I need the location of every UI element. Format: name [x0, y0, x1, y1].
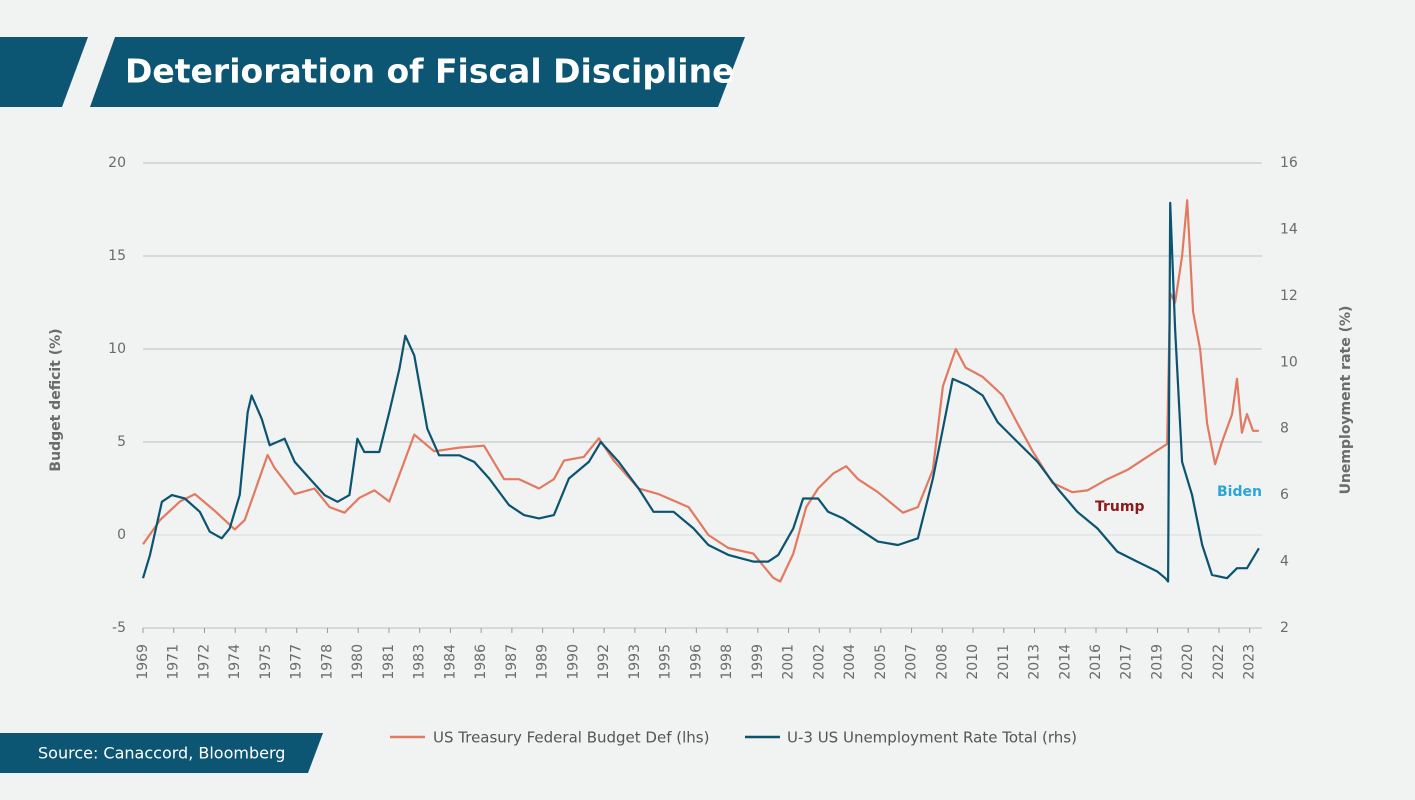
x-tick-label: 2019 [1149, 644, 1165, 680]
x-tick-label: 1998 [719, 644, 735, 680]
legend-label: US Treasury Federal Budget Def (lhs) [433, 729, 709, 747]
y2-tick-label: 10 [1280, 354, 1298, 370]
x-tick-label: 1987 [504, 644, 520, 680]
x-tick-label: 1972 [196, 644, 212, 680]
x-tick-label: 1975 [258, 644, 274, 680]
x-tick-label: 2011 [996, 644, 1012, 680]
x-tick-label: 2013 [1027, 644, 1043, 680]
y-tick-label: 15 [108, 248, 126, 264]
annotation: Biden [1217, 484, 1262, 500]
x-tick-label: 1969 [135, 644, 151, 680]
y-tick-label: -5 [112, 620, 126, 636]
x-tick-label: 1974 [227, 644, 243, 680]
x-tick-label: 2016 [1088, 644, 1104, 680]
x-tick-label: 1986 [473, 644, 489, 680]
y-tick-label: 10 [108, 341, 126, 357]
y2-tick-label: 8 [1280, 421, 1289, 437]
x-tick-label: 1999 [750, 644, 766, 680]
x-tick-label: 2001 [781, 644, 797, 680]
banner-accent [0, 37, 88, 107]
x-tick-label: 1995 [658, 644, 674, 680]
x-tick-label: 1992 [596, 644, 612, 680]
x-tick-label: 2017 [1119, 644, 1135, 680]
x-tick-label: 1980 [350, 644, 366, 680]
x-tick-label: 2022 [1211, 644, 1227, 680]
x-tick-label: 2002 [811, 644, 827, 680]
y-tick-label: 5 [117, 434, 126, 450]
y-tick-label: 20 [108, 155, 126, 171]
legend-label: U-3 US Unemployment Rate Total (rhs) [787, 729, 1077, 747]
series-line [141, 201, 1260, 583]
y2-tick-label: 12 [1280, 288, 1298, 304]
y2-tick-label: 14 [1280, 221, 1298, 237]
x-tick-label: 1983 [412, 644, 428, 680]
series-line [142, 199, 1259, 583]
chart-title: Deterioration of Fiscal Discipline [125, 52, 734, 91]
source: Source: Canaccord, Bloomberg [38, 744, 285, 763]
x-tick-label: 1981 [381, 644, 397, 680]
x-tick-label: 2014 [1057, 644, 1073, 680]
annotation: Trump [1095, 499, 1145, 515]
x-tick-label: 2023 [1242, 644, 1258, 680]
title-banner [90, 37, 745, 107]
y2-axis-title: Unemployment rate (%) [1338, 306, 1354, 495]
x-tick-label: 1993 [627, 644, 643, 680]
y2-tick-label: 2 [1280, 620, 1289, 636]
x-tick-label: 1971 [166, 644, 182, 680]
x-tick-label: 2007 [904, 644, 920, 680]
x-tick-label: 1984 [442, 644, 458, 680]
x-tick-label: 2020 [1180, 644, 1196, 680]
y2-tick-label: 6 [1280, 487, 1289, 503]
y2-tick-label: 16 [1280, 155, 1298, 171]
x-tick-label: 2010 [965, 644, 981, 680]
source-banner [0, 733, 323, 773]
x-tick-label: 1977 [289, 644, 305, 680]
x-tick-label: 2008 [934, 644, 950, 680]
y-tick-label: 0 [117, 527, 126, 543]
x-tick-label: 2005 [873, 644, 889, 680]
y-axis-title: Budget deficit (%) [48, 328, 64, 471]
y2-tick-label: 4 [1280, 554, 1289, 570]
x-tick-label: 1996 [688, 644, 704, 680]
x-tick-label: 1978 [319, 644, 335, 680]
x-tick-label: 1989 [535, 644, 551, 680]
x-tick-label: 2004 [842, 644, 858, 680]
x-tick-label: 1990 [565, 644, 581, 680]
